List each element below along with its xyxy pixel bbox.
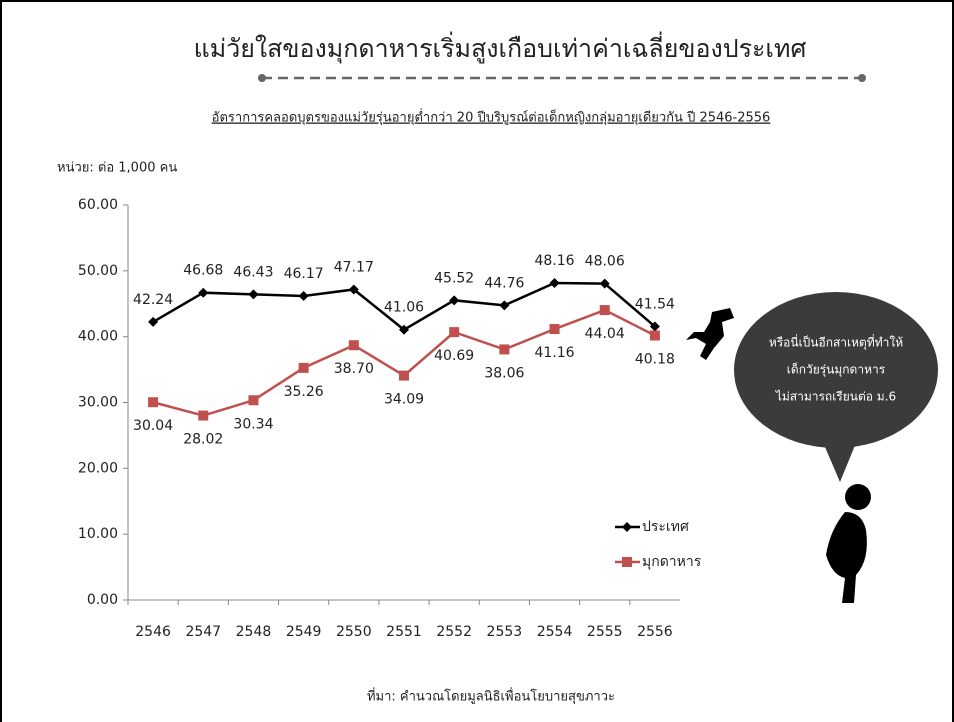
x-tick-label: 2551 [386,624,422,640]
x-tick-label: 2546 [135,624,171,640]
x-tick-label: 2555 [587,624,623,640]
value-label: 47.17 [334,259,374,275]
x-tick-label: 2554 [537,624,573,640]
value-label: 48.06 [585,254,625,270]
value-label: 45.52 [434,270,474,286]
legend-label: มุกดาหาร [642,554,702,570]
value-label: 30.34 [233,416,273,432]
x-tick-label: 2547 [185,624,221,640]
data-point [399,370,409,381]
data-point [549,277,560,288]
data-point [198,410,209,421]
data-point [449,295,460,306]
value-label: 42.24 [133,292,173,308]
legend-marker [622,522,632,532]
x-tick-label: 2548 [236,624,272,640]
unit-label: หน่วย: ต่อ 1,000 คน [57,161,177,176]
y-tick-label: 40.00 [78,329,118,345]
data-point [298,362,309,373]
value-label: 38.70 [334,361,374,377]
x-tick-label: 2549 [286,624,322,640]
value-label: 46.17 [284,266,324,282]
data-point [449,327,460,338]
data-point [248,395,259,406]
value-label: 44.76 [484,275,524,291]
value-label: 34.09 [384,392,424,408]
data-point [599,305,610,316]
data-point [298,291,309,302]
annotation: ไม่สามารถเรียนต่อ ม.6 [775,390,896,404]
data-point [499,300,510,311]
subtitle: อัตราการคลอดบุตรของแม่วัยรุ่นอายุต่ำกว่า… [212,108,771,126]
value-label: 46.68 [183,263,223,279]
value-label: 46.43 [233,264,273,280]
value-label: 40.18 [635,351,675,367]
value-label: 30.04 [133,418,173,434]
y-tick-label: 10.00 [78,526,118,542]
data-point [248,289,259,300]
value-label: 44.04 [585,326,625,342]
value-label: 41.54 [635,297,675,313]
value-label: 38.06 [484,365,524,381]
value-label: 41.16 [534,345,574,361]
annotation: หรือนี่เป็นอีกสาเหตุที่ทำให้ [769,334,903,351]
y-tick-label: 60.00 [78,197,118,213]
chart-title: แม่วัยใสของมุกดาหารเริ่มสูงเกือบเท่าค่าเ… [194,31,807,64]
x-tick-label: 2550 [336,624,372,640]
value-label: 40.69 [434,348,474,364]
source: ที่มา: คำนวณโดยมูลนิธิเพื่อนโยบายสุขภาวะ [367,688,615,705]
data-point [148,397,159,408]
x-tick-label: 2552 [436,624,472,640]
value-label: 28.02 [183,432,223,448]
annotation: เด็กวัยรุ่นมุกดาหาร [787,362,886,378]
value-label: 35.26 [284,384,324,400]
y-tick-label: 20.00 [78,460,118,476]
data-point [348,284,359,295]
data-point [549,324,560,335]
data-point [599,278,610,289]
legend-label: ประเทศ [642,519,689,535]
legend-marker [622,557,632,567]
speech-bubble [734,292,938,482]
y-tick-label: 0.00 [87,592,118,608]
data-point [148,316,159,327]
rule-dot [258,74,266,82]
data-point [198,287,209,298]
dinosaur-icon [686,308,734,360]
x-tick-label: 2556 [637,624,673,640]
data-point [649,321,660,332]
person-icon [826,484,871,603]
y-tick-label: 50.00 [78,263,118,279]
data-point [499,344,510,355]
data-point [649,330,660,341]
data-point [348,340,359,351]
x-tick-label: 2553 [487,624,523,640]
value-label: 41.06 [384,300,424,316]
data-point [399,324,409,335]
rule-dot [858,74,866,82]
value-label: 48.16 [534,253,574,269]
y-tick-label: 30.00 [78,395,118,411]
